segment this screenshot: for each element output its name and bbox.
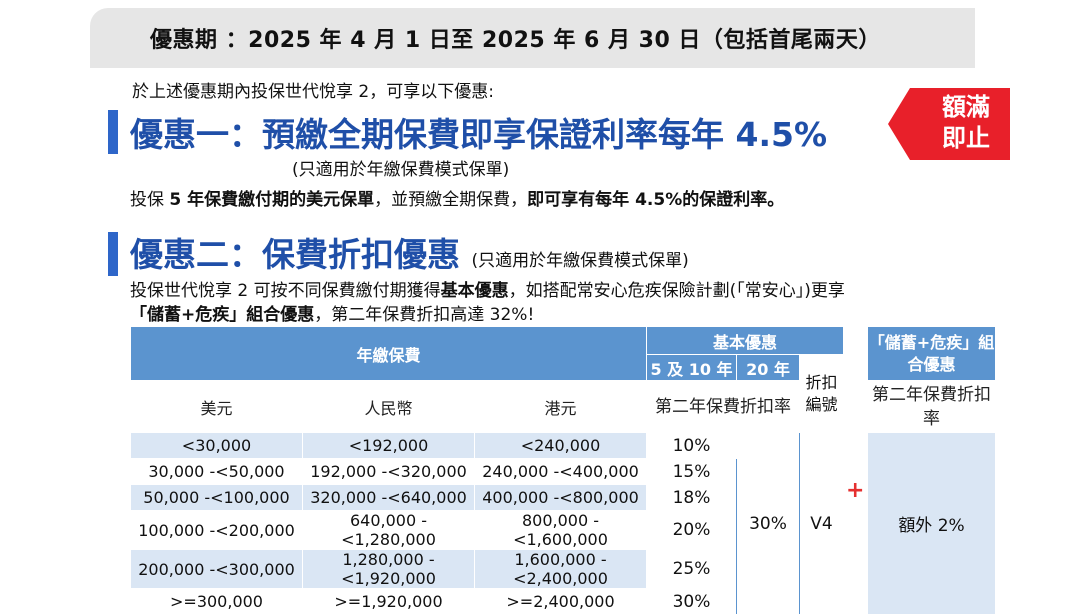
row2-usd: 30,000 -<50,000 (130, 458, 303, 485)
row2-rate: 15% (646, 458, 737, 485)
table-row: <30,000 <192,000 <240,000 10% 30% V4 額外 … (130, 432, 996, 615)
row2-hkd: 240,000 -<400,000 (474, 458, 647, 485)
table-row: 100,000 -<200,000 640,000 -<1,280,000 80… (130, 510, 996, 550)
row5-usd: 200,000 -<300,000 (130, 549, 303, 589)
offer2-marker (108, 232, 118, 276)
discount-table: 年繳保費 基本優惠 「儲蓄+危疾」組合優惠 5 及 10 年 20 年 折扣編號… (130, 326, 996, 615)
row6-rate: 30% (646, 588, 737, 615)
offer1-desc-bold1: 5 年保費繳付期的美元保單 (169, 190, 375, 210)
row2-rmb: 192,000 -<320,000 (302, 458, 475, 485)
offer2-line2: 「儲蓄+危疾」組合優惠，第二年保費折扣高達 32%! (130, 300, 534, 325)
row5-rate: 25% (646, 549, 737, 589)
offer2-title: 優惠二：保費折扣優惠 (130, 235, 460, 274)
table-row: 30,000 -<50,000 192,000 -<320,000 240,00… (130, 458, 996, 485)
table-gap (843, 326, 868, 615)
offer2-title-wrap: 優惠二：保費折扣優惠 (只適用於年繳保費模式保單) (130, 228, 689, 276)
col-usd: 美元 (130, 380, 303, 433)
col-rmb: 人民幣 (302, 380, 475, 433)
row5-hkd: 1,600,000 -<2,400,000 (474, 549, 647, 589)
row1-rmb: <192,000 (302, 432, 475, 459)
header-period-20: 20 年 (736, 354, 800, 381)
row3-rmb: 320,000 -<640,000 (302, 484, 475, 511)
table-row: 50,000 -<100,000 320,000 -<640,000 400,0… (130, 484, 996, 511)
offer1-desc-pre: 投保 (130, 190, 170, 210)
header-annual-premium: 年繳保費 (130, 326, 647, 381)
table-row: 200,000 -<300,000 1,280,000 -<1,920,000 … (130, 549, 996, 589)
offer2-line1-pre: 投保世代悅享 2 可按不同保費繳付期獲得 (130, 281, 441, 301)
offer1-description: 投保 5 年保費繳付期的美元保單，並預繳全期保費，即可享有每年 4.5%的保證利… (130, 185, 784, 210)
row4-rmb: 640,000 -<1,280,000 (302, 510, 475, 550)
offer2-line2-post: ，第二年保費折扣高達 32%! (314, 305, 535, 325)
row4-rate: 20% (646, 510, 737, 550)
row4-usd: 100,000 -<200,000 (130, 510, 303, 550)
offer2-line1: 投保世代悅享 2 可按不同保費繳付期獲得基本優惠，如搭配常安心危疾保險計劃(「常… (130, 276, 845, 301)
intro-text: 於上述優惠期內投保世代悅享 2，可享以下優惠: (132, 82, 494, 102)
row5-rmb: 1,280,000 -<1,920,000 (302, 549, 475, 589)
offer2-line2-bold: 「儲蓄+危疾」組合優惠 (130, 305, 315, 325)
row1-usd: <30,000 (130, 432, 303, 459)
combo-extra-value: 額外 2% (867, 432, 996, 615)
header-combo-offer: 「儲蓄+危疾」組合優惠 (867, 326, 996, 381)
offer1-desc-mid: ，並預繳全期保費， (374, 190, 528, 210)
full-quota-badge: 額滿 即止 (888, 88, 1010, 160)
row1-rate: 10% (646, 432, 737, 459)
row3-rate: 18% (646, 484, 737, 511)
header-period-5-10: 5 及 10 年 (646, 354, 737, 381)
badge-arrow-shape (888, 88, 1010, 160)
offer2-line1-bold: 基本優惠 (440, 281, 509, 301)
discount-code-value: V4 (799, 432, 844, 615)
row6-rmb: >=1,920,000 (302, 588, 475, 615)
plus-sign: + (846, 478, 865, 503)
row3-hkd: 400,000 -<800,000 (474, 484, 647, 511)
row1-hkd: <240,000 (474, 432, 647, 459)
offer2-note: (只適用於年繳保費模式保單) (471, 251, 689, 271)
badge-line2: 即止 (942, 124, 990, 152)
offer2-line1-post: ，如搭配常安心危疾保險計劃(「常安心」)更享 (508, 281, 845, 301)
col-second-year-rate: 第二年保費折扣率 (646, 380, 800, 433)
row6-usd: >=300,000 (130, 588, 303, 615)
row3-usd: 50,000 -<100,000 (130, 484, 303, 511)
offer1-desc-bold2: 即可享有每年 4.5%的保證利率。 (527, 190, 785, 210)
header-basic-offer: 基本優惠 (646, 326, 844, 355)
offer-period-bar: 優惠期 ：2025 年 4 月 1 日至 2025 年 6 月 30 日（包括首… (90, 8, 975, 68)
rate-20yr: 30% (736, 432, 800, 615)
offer1-marker (108, 110, 118, 154)
offer1-title: 優惠一：預繳全期保費即享保證利率每年 4.5% (130, 115, 828, 154)
offer1-note: (只適用於年繳保費模式保單) (292, 160, 510, 180)
row6-hkd: >=2,400,000 (474, 588, 647, 615)
row4-hkd: 800,000 -<1,600,000 (474, 510, 647, 550)
badge-line1: 額滿 (942, 93, 990, 121)
header-discount-code: 折扣編號 (799, 354, 844, 433)
col-combo-rate: 第二年保費折扣率 (867, 380, 996, 433)
offer-period-text: 優惠期 ：2025 年 4 月 1 日至 2025 年 6 月 30 日（包括首… (150, 28, 881, 53)
col-hkd: 港元 (474, 380, 647, 433)
